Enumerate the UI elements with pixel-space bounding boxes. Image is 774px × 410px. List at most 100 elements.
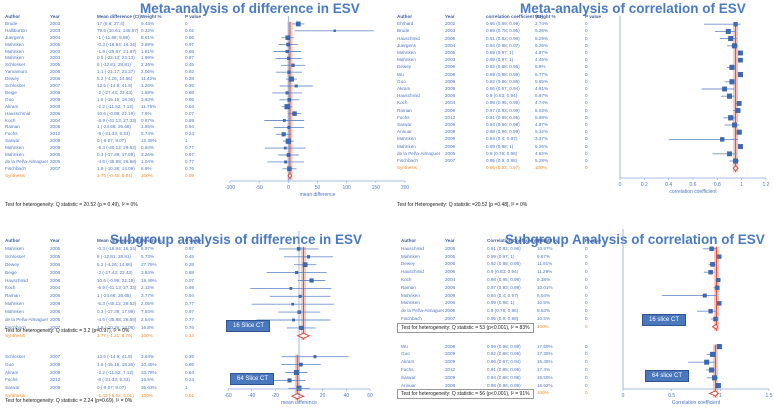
point-estimate bbox=[715, 383, 721, 389]
ci-cell: 0.3 (-17.39; 17.99) bbox=[97, 309, 135, 315]
author-cell: Dewey bbox=[397, 64, 412, 70]
author-cell: Author bbox=[5, 238, 21, 243]
weight-cell: 5.68% bbox=[535, 114, 549, 120]
pvalue-cell: 0.77 bbox=[185, 145, 194, 151]
author-cell: Koch bbox=[397, 100, 408, 106]
point-estimate bbox=[725, 28, 731, 34]
point-estimate bbox=[287, 166, 292, 171]
ci-cell: -4.6 (-35.88; 26.68) bbox=[97, 158, 137, 164]
point-estimate bbox=[728, 36, 734, 42]
ci-cell: Correlation Coefficient (CI) bbox=[487, 238, 546, 243]
ci-cell: 3.77 (-1.21; 8.75) bbox=[97, 332, 133, 338]
point-estimate bbox=[728, 115, 734, 121]
ci-cell: 13.5 (-14.9; 41.9) bbox=[97, 83, 133, 88]
author-cell: Raman bbox=[397, 107, 412, 113]
weight-cell: Weight % bbox=[535, 14, 556, 19]
point-estimate bbox=[715, 285, 720, 290]
point-estimate bbox=[296, 247, 301, 251]
pvalue-cell: 0.97 bbox=[185, 152, 194, 157]
ci-cell: 1 (-24.68; 26.68) bbox=[97, 293, 131, 299]
point-estimate bbox=[299, 362, 303, 367]
year-cell: 2005 bbox=[50, 245, 61, 251]
weight-cell: 6.54% bbox=[537, 292, 551, 298]
point-estimate bbox=[286, 42, 290, 47]
weight-cell: 5.67% bbox=[535, 93, 549, 99]
author-cell: Author bbox=[397, 14, 413, 19]
year-cell: 2006 bbox=[445, 143, 456, 149]
year-cell: 2003 bbox=[50, 48, 61, 54]
ci-cell: -4.6 (-35.88; 26.68) bbox=[97, 317, 137, 322]
point-estimate bbox=[302, 262, 308, 268]
pvalue-cell: 0 bbox=[585, 390, 588, 396]
ci-cell: -2 (-27.43; 23.43) bbox=[97, 89, 133, 95]
year-cell: 2006 bbox=[445, 64, 456, 70]
pvalue-cell: 0 bbox=[585, 107, 588, 113]
point-estimate bbox=[284, 104, 290, 110]
x-tick-label: 20 bbox=[320, 393, 326, 399]
year-cell: 2009 bbox=[445, 292, 456, 298]
author-cell: Synthesis bbox=[5, 172, 25, 178]
year-cell: 2006 bbox=[50, 124, 61, 130]
point-estimate bbox=[735, 108, 741, 114]
pvalue-cell: 0.88 bbox=[185, 48, 194, 54]
weight-cell: 11.91% bbox=[537, 261, 553, 267]
author-cell: Mahnken bbox=[5, 145, 24, 151]
weight-cell: 8.97% bbox=[141, 245, 155, 251]
year-cell: 2007 bbox=[50, 353, 61, 359]
ci-cell: -6.9 (-41.13; 27.33) bbox=[97, 117, 137, 123]
author-cell: Mahnken bbox=[401, 253, 420, 259]
year-cell: 2009 bbox=[445, 359, 456, 365]
author-cell: Fuchs bbox=[5, 377, 18, 383]
pvalue-cell: 0.64 bbox=[185, 369, 194, 375]
synthesis-diamond bbox=[732, 164, 739, 172]
pvalue-cell: 0 bbox=[585, 28, 588, 34]
point-estimate bbox=[285, 138, 291, 144]
ci-cell: 1.8 (-10.26; 14.06) bbox=[97, 165, 135, 171]
point-estimate bbox=[710, 262, 715, 267]
weight-cell: 3.69% bbox=[141, 41, 155, 47]
year-cell: 2012 bbox=[445, 114, 456, 120]
x-tick-label: -40 bbox=[248, 393, 255, 399]
year-cell: 2005 bbox=[50, 317, 61, 322]
weight-cell: 8.61% bbox=[141, 34, 155, 40]
x-tick-label: 200 bbox=[401, 185, 410, 191]
year-cell: 2005 bbox=[445, 35, 456, 41]
pvalue-cell: 0.97 bbox=[185, 245, 194, 251]
point-estimate bbox=[731, 122, 737, 128]
year-cell: 2003 bbox=[50, 27, 61, 33]
weight-cell: 7.6% bbox=[141, 110, 152, 116]
year-cell: 2006 bbox=[50, 110, 61, 116]
point-estimate bbox=[313, 355, 317, 359]
weight-cell: 9.38% bbox=[537, 277, 551, 282]
pvalue-cell: 0 bbox=[585, 351, 588, 357]
author-cell: Beige bbox=[5, 269, 17, 275]
pvalue-cell: 0 bbox=[585, 93, 588, 99]
weight-cell: 3.26% bbox=[141, 152, 155, 157]
point-estimate bbox=[285, 91, 289, 95]
weight-cell: 9.53% bbox=[537, 308, 551, 314]
author-cell: Fuchs bbox=[5, 131, 18, 137]
author-cell: Wu bbox=[397, 71, 404, 77]
ci-cell: 0.98 (0.96; 0.99) bbox=[486, 129, 520, 135]
point-estimate bbox=[283, 146, 287, 150]
pvalue-cell: 0 bbox=[185, 20, 188, 26]
pvalue-cell: 0.09 bbox=[185, 172, 194, 178]
point-estimate bbox=[712, 375, 717, 381]
pvalue-cell: 0 bbox=[585, 100, 588, 106]
author-cell: de la Peña-Almaguer bbox=[401, 308, 445, 314]
author-cell: Mahnken bbox=[5, 301, 24, 307]
ci-cell: 0.99 (0.97; 1) bbox=[486, 50, 514, 55]
pvalue-cell: 0 bbox=[585, 136, 588, 142]
x-tick-label: -50 bbox=[256, 185, 263, 191]
year-cell: 2006 bbox=[445, 93, 456, 99]
author-cell: Mahnken bbox=[5, 152, 24, 157]
pvalue-cell: 0.88 bbox=[185, 89, 194, 95]
author-cell: Brude bbox=[397, 28, 410, 34]
weight-cell: 4.81% bbox=[535, 86, 549, 91]
author-cell: Schlosser bbox=[5, 83, 26, 88]
point-estimate bbox=[737, 72, 743, 78]
ci-cell: -0.3 (-16.94; 16.34) bbox=[97, 245, 137, 251]
ci-cell: 0.9 (0.76; 0.96) bbox=[486, 150, 518, 156]
pvalue-cell: 0 bbox=[585, 367, 588, 372]
year-cell: 2006 bbox=[445, 284, 456, 290]
